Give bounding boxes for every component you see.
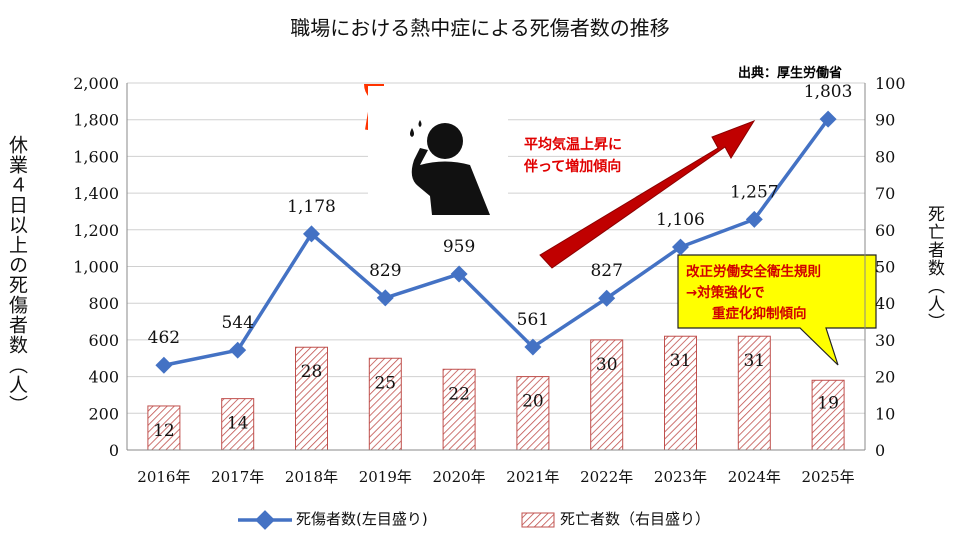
left-tick-label: 1,400 [73, 184, 119, 203]
x-tick-label: 2023年 [654, 468, 707, 486]
left-tick-label: 200 [88, 404, 119, 423]
injury-point [672, 238, 689, 256]
left-tick-label: 1,000 [73, 258, 119, 277]
death-value-label: 12 [153, 421, 175, 441]
injury-line [163, 118, 830, 367]
x-tick-label: 2025年 [802, 468, 855, 486]
injury-value-label: 1,106 [656, 210, 705, 230]
right-axis-label: 死亡者数（人） [924, 205, 944, 331]
right-tick-label: 20 [875, 368, 895, 387]
x-tick-label: 2022年 [580, 468, 633, 486]
trend-line-2: 伴って増加傾向 [524, 159, 622, 175]
death-value-label: 25 [374, 373, 396, 393]
death-value-label: 22 [448, 384, 470, 404]
death-value-label: 14 [227, 414, 249, 434]
x-tick-label: 2021年 [506, 468, 559, 486]
death-value-label: 30 [596, 355, 618, 375]
left-tick-label: 1,200 [73, 221, 119, 240]
legend-bar-marker [521, 512, 555, 528]
legend-line-label: 死傷者数(左目盛り) [296, 510, 428, 528]
trend-line-1: 平均気温上昇に [524, 137, 622, 153]
injury-point [819, 110, 837, 128]
callout-annotation: 改正労働安全衛生規則 →対策強化で 重症化抑制傾向 [686, 262, 868, 325]
x-tick-label: 2019年 [359, 468, 412, 486]
callout-line-1: 改正労働安全衛生規則 [686, 264, 821, 280]
injury-value-label: 561 [517, 310, 549, 330]
right-tick-label: 60 [875, 221, 895, 240]
injury-value-label: 462 [148, 328, 180, 348]
death-value-label: 20 [522, 392, 544, 412]
injury-point [450, 265, 468, 283]
trend-arrow [539, 120, 756, 269]
left-tick-label: 400 [88, 368, 119, 387]
right-tick-label: 90 [875, 111, 895, 130]
death-bar [221, 398, 255, 451]
x-tick-label: 2020年 [433, 468, 486, 486]
injury-point [155, 356, 173, 374]
injury-point [524, 338, 542, 356]
injury-value-label: 1,803 [804, 82, 853, 102]
callout-bubble [677, 254, 877, 366]
injury-value-label: 827 [590, 261, 622, 281]
death-value-label: 19 [817, 393, 839, 413]
injury-point [376, 289, 394, 307]
x-tick-label: 2024年 [728, 468, 781, 486]
legend-bar-label: 死亡者数（右目盛り） [560, 510, 711, 528]
right-tick-label: 50 [875, 258, 895, 277]
left-tick-label: 600 [88, 331, 119, 350]
left-axis-label: 休業４日以上の死傷者数（人） [6, 135, 28, 415]
death-bar [664, 335, 697, 451]
injury-point [303, 225, 320, 243]
death-bar [368, 357, 402, 451]
injury-value-label: 1,178 [287, 197, 336, 217]
injury-point [229, 341, 247, 359]
callout-line-3: 重症化抑制傾向 [712, 306, 807, 322]
death-value-label: 31 [670, 351, 692, 371]
injury-value-label: 1,257 [730, 182, 779, 202]
right-tick-label: 80 [875, 147, 895, 166]
left-tick-label: 0 [109, 441, 119, 460]
heatstroke-person-icon [410, 120, 490, 215]
death-value-label: 31 [743, 351, 765, 371]
death-value-label: 28 [301, 362, 323, 382]
x-tick-label: 2017年 [211, 468, 264, 486]
right-tick-label: 10 [875, 404, 895, 423]
callout-line-2: →対策強化で [686, 285, 765, 301]
right-tick-label: 40 [875, 294, 895, 313]
trend-annotation: 平均気温上昇に 伴って増加傾向 [524, 134, 622, 178]
right-tick-label: 70 [875, 184, 895, 203]
left-tick-label: 1,800 [73, 111, 119, 130]
injury-value-label: 959 [443, 237, 475, 257]
injury-value-label: 829 [369, 261, 401, 281]
left-tick-label: 1,600 [73, 147, 119, 166]
x-tick-label: 2018年 [285, 468, 338, 486]
death-bar [811, 379, 845, 451]
injury-point [745, 210, 763, 228]
right-tick-label: 100 [875, 74, 906, 93]
right-tick-label: 30 [875, 331, 895, 350]
death-bar [590, 339, 624, 451]
death-bar [295, 346, 328, 451]
x-tick-label: 2016年 [137, 468, 190, 486]
injury-point [598, 289, 616, 307]
source-note: 出典：厚生労働省 [737, 66, 842, 81]
injury-value-label: 544 [221, 313, 253, 333]
right-tick-label: 0 [875, 441, 885, 460]
chart-title: 職場における熱中症による死傷者数の推移 [290, 16, 670, 40]
left-tick-label: 2,000 [73, 74, 119, 93]
death-bar [737, 335, 771, 451]
left-tick-label: 800 [88, 294, 119, 313]
legend-diamond-marker [255, 510, 275, 530]
death-bar [442, 368, 476, 451]
death-bar [516, 376, 550, 451]
